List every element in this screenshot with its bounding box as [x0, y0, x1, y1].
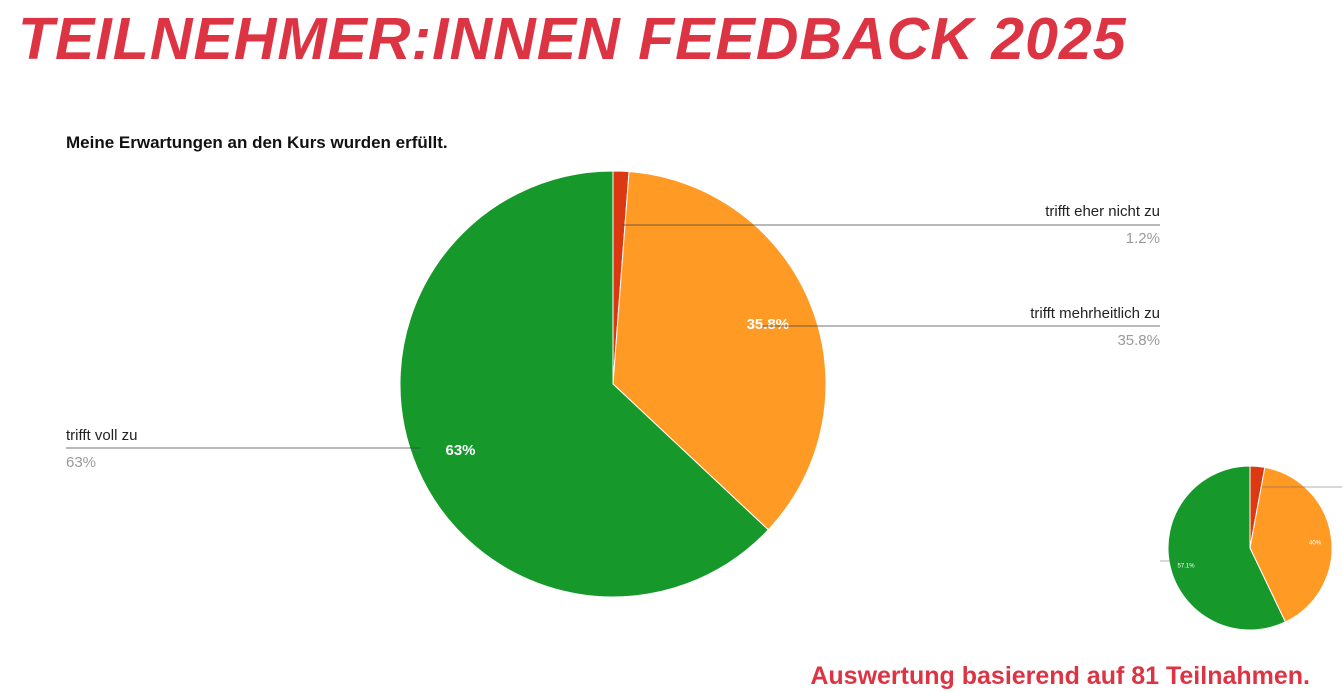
mini-pie-slice-2	[1167, 465, 1287, 631]
callout-label-voll: trifft voll zu	[66, 427, 137, 444]
callout-value-mehrheitlich: 35.8%	[1117, 332, 1160, 349]
callout-label-mehrheitlich: trifft mehrheitlich zu	[1030, 305, 1160, 322]
mini-pie-slice-label-2: 57.1%	[1178, 564, 1196, 570]
mini-pie-slice-label-1: 40%	[1309, 540, 1322, 546]
main-pie-slice-1	[612, 171, 827, 531]
callout-label-eher-nicht: trifft eher nicht zu	[1045, 203, 1160, 220]
callout-value-voll: 63%	[66, 454, 96, 471]
main-pie-chart: 35.8% 63%	[399, 170, 827, 598]
footer-note: Auswertung basierend auf 81 Teilnahmen.	[810, 662, 1310, 690]
secondary-pie-chart: 40% 57.1%	[1167, 465, 1333, 631]
main-pie-slice-2	[399, 170, 769, 598]
chart-title: Meine Erwartungen an den Kurs wurden erf…	[66, 133, 448, 152]
main-pie-slice-label-2: 63%	[446, 442, 476, 459]
callout-value-eher-nicht: 1.2%	[1126, 230, 1160, 247]
mini-pie-slice-1	[1249, 466, 1333, 623]
main-pie-slice-label-1: 35.8%	[747, 316, 790, 333]
page-title: TEILNEHMER:INNEN FEEDBACK 2025	[18, 6, 1127, 72]
main-pie-callouts: trifft eher nicht zu 1.2% trifft mehrhei…	[66, 203, 1160, 471]
